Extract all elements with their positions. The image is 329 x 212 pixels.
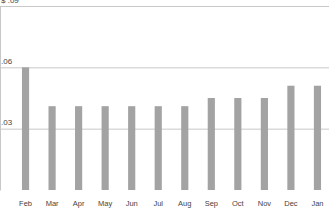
x-tick-label: Jul — [153, 199, 163, 208]
bars — [22, 67, 321, 190]
bar — [261, 98, 268, 190]
x-axis: Feb Mar Apr May Jun Jul Aug Sep Oct Nov Dec Jan — [19, 199, 323, 208]
x-tick: Apr — [73, 199, 85, 208]
y-tick-label: .03 — [1, 118, 13, 127]
x-tick-label: Apr — [73, 199, 85, 208]
bar — [287, 86, 294, 190]
x-tick: Mar — [46, 199, 59, 208]
x-tick-label: Mar — [46, 199, 59, 208]
bar — [234, 98, 241, 190]
chart: .03 .06 $ .09 Feb Mar Apr May Jun Jul Aug Sep Oct No… — [0, 0, 329, 212]
bar — [155, 106, 162, 190]
bar — [181, 106, 188, 190]
bar — [22, 67, 29, 190]
x-tick: Oct — [232, 199, 245, 208]
x-tick-label: Dec — [284, 199, 298, 208]
bar — [102, 106, 109, 190]
x-tick: Jun — [126, 199, 138, 208]
bar — [128, 106, 135, 190]
y-tick: $ .09 — [0, 0, 329, 7]
y-axis-line — [0, 7, 1, 191]
x-tick: Dec — [284, 199, 298, 208]
bar — [48, 106, 55, 190]
x-tick: Sep — [205, 199, 218, 208]
x-tick: Jan — [311, 199, 323, 208]
x-tick-label: Nov — [258, 199, 272, 208]
x-tick-label: Jun — [126, 199, 138, 208]
x-tick: May — [98, 199, 112, 208]
x-tick-label: May — [98, 199, 112, 208]
x-tick: Nov — [258, 199, 272, 208]
x-tick: Aug — [178, 199, 191, 208]
grid-line — [0, 67, 329, 68]
x-tick-label: Aug — [178, 199, 191, 208]
bar — [208, 98, 215, 190]
grid-line — [0, 6, 329, 7]
x-tick-label: Jan — [311, 199, 323, 208]
x-tick: Jul — [153, 199, 163, 208]
y-axis: .03 .06 $ .09 — [0, 0, 329, 191]
x-tick-label: Sep — [205, 199, 218, 208]
x-tick: Feb — [19, 199, 32, 208]
y-tick-label: .06 — [1, 57, 13, 66]
y-tick-label: $ .09 — [1, 0, 19, 5]
x-tick-label: Oct — [232, 199, 245, 208]
y-tick: .06 — [0, 57, 329, 68]
bar — [75, 106, 82, 190]
bar — [314, 86, 321, 190]
x-tick-label: Feb — [19, 199, 32, 208]
